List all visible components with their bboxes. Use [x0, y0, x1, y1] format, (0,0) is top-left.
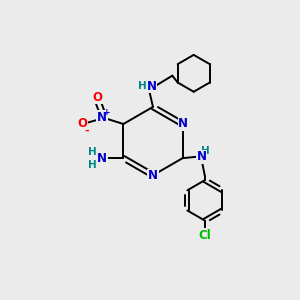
Text: N: N [148, 169, 158, 182]
Text: N: N [178, 118, 188, 130]
Text: O: O [92, 91, 103, 104]
Text: O: O [78, 118, 88, 130]
Text: N: N [97, 152, 107, 165]
Text: -: - [85, 125, 89, 136]
Text: H: H [88, 147, 97, 157]
Text: Cl: Cl [199, 229, 211, 242]
Text: H: H [138, 81, 146, 91]
Text: H: H [88, 160, 97, 170]
Text: N: N [146, 80, 157, 93]
Text: H: H [201, 146, 210, 156]
Text: N: N [197, 150, 207, 163]
Text: N: N [97, 111, 107, 124]
Text: +: + [103, 108, 111, 117]
